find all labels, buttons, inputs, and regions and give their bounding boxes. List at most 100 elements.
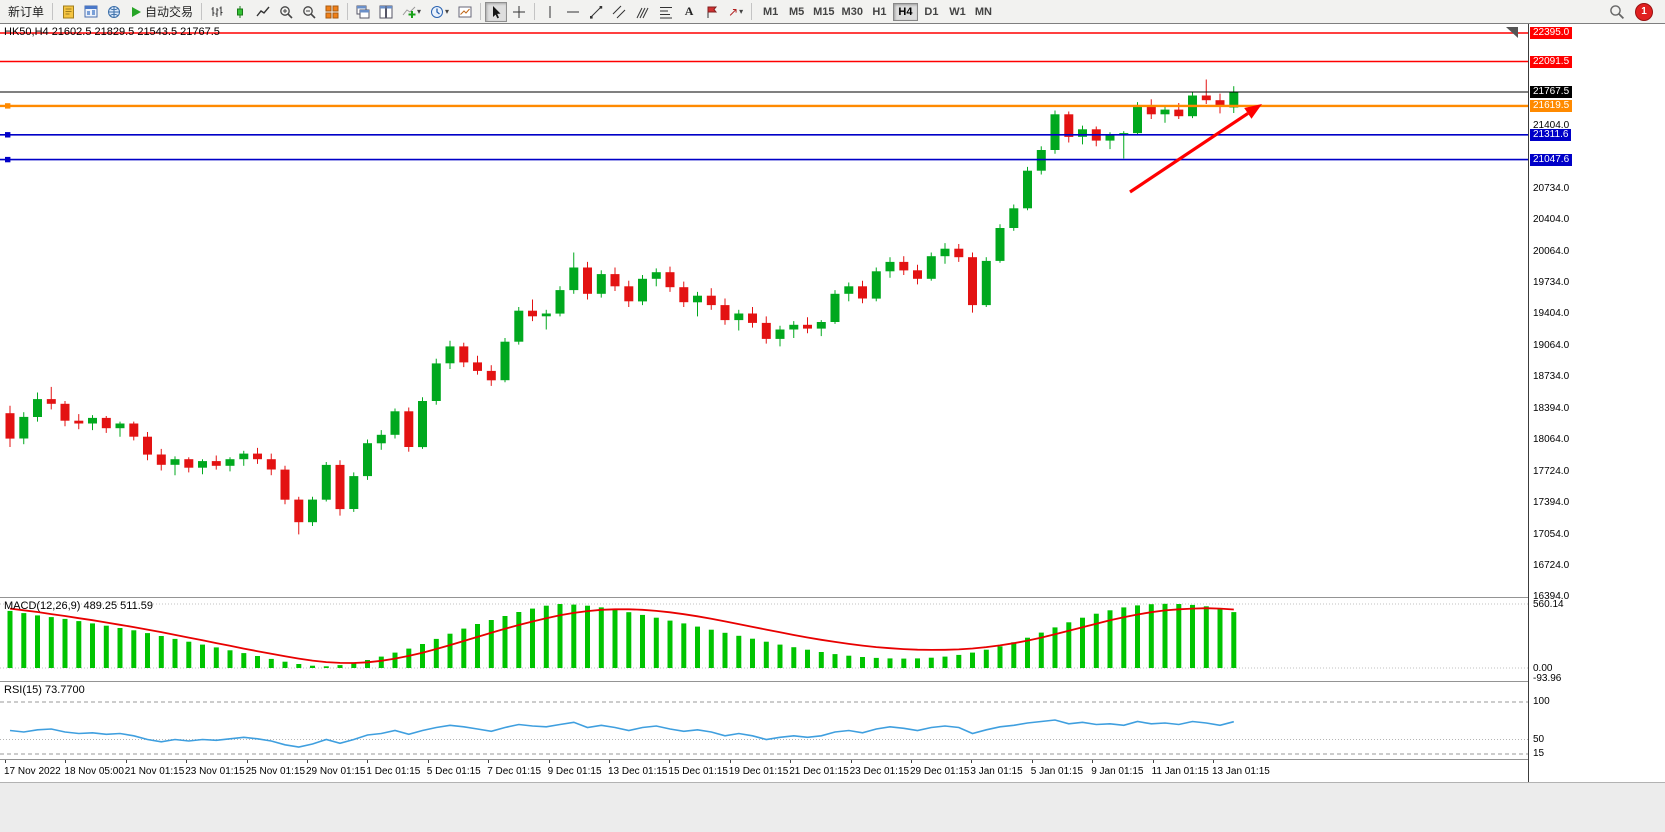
time-axis-tick	[911, 760, 912, 763]
time-axis-tick	[669, 760, 671, 763]
auto-trading-button[interactable]: 自动交易	[126, 2, 197, 22]
time-axis-label: 25 Nov 01:15	[245, 766, 306, 777]
timeframe-M30[interactable]: M30	[839, 3, 866, 21]
horizontal-line-icon	[566, 5, 580, 19]
channel-icon	[612, 5, 626, 19]
line-chart-button[interactable]	[252, 2, 274, 22]
rsi-panel[interactable]: RSI(15) 73.7700	[0, 682, 1528, 760]
timeframe-W1[interactable]: W1	[945, 3, 970, 21]
tile-vertical-button[interactable]	[375, 2, 397, 22]
terminal-button[interactable]	[80, 2, 102, 22]
bar-chart-icon	[210, 5, 224, 19]
time-axis-label: 21 Nov 01:15	[124, 766, 185, 777]
timeframe-M1[interactable]: M1	[758, 3, 783, 21]
text-icon: A	[684, 4, 694, 18]
price-level-badge: 21767.5	[1530, 86, 1573, 98]
bar-chart-button[interactable]	[206, 2, 228, 22]
zoom-out-button[interactable]	[298, 2, 320, 22]
vertical-line-button[interactable]	[539, 2, 561, 22]
time-axis-label: 5 Jan 01:15	[1030, 766, 1084, 777]
price-chart-panel[interactable]: HK50,H4 21602.5 21829.5 21543.5 21767.5	[0, 24, 1528, 598]
timeframe-H4[interactable]: H4	[892, 2, 918, 21]
trendline-button[interactable]	[585, 2, 607, 22]
macd-signal-line	[9, 607, 1234, 664]
notification-badge[interactable]: 1	[1635, 2, 1653, 21]
candlestick-chart-button[interactable]	[229, 2, 251, 22]
price-axis-label: 16724.0	[1533, 560, 1570, 571]
time-axis-tick	[548, 760, 550, 763]
text-button[interactable]: A	[678, 2, 700, 22]
time-axis[interactable]: 17 Nov 2022 18 Nov 05:00 21 Nov 01:15 23 No…	[0, 760, 1528, 782]
crosshair-button[interactable]	[508, 2, 530, 22]
toolbar-separator	[534, 3, 536, 20]
indicators-button[interactable]: ▾	[398, 2, 425, 22]
trendline-icon	[589, 5, 603, 19]
status-area	[0, 782, 1665, 832]
fibonacci-icon	[659, 5, 673, 19]
chevron-down-icon: ▾	[417, 7, 422, 16]
price-level-badge: 22395.0	[1530, 27, 1573, 39]
channel-button[interactable]	[608, 2, 630, 22]
arrows-button[interactable]: ↗ ▾	[724, 2, 747, 22]
text-label-button[interactable]	[701, 2, 723, 22]
cursor-icon	[489, 5, 503, 19]
line-handle[interactable]	[5, 156, 11, 163]
time-axis-label: 3 Jan 01:15	[970, 766, 1023, 777]
trend-arrow-head	[1244, 104, 1262, 119]
price-axis-label: 20734.0	[1533, 183, 1570, 195]
timeframe-H1[interactable]: H1	[867, 3, 892, 21]
chart-symbol-info: HK50,H4 21602.5 21829.5 21543.5 21767.5	[4, 26, 220, 38]
crosshair-icon	[512, 5, 526, 19]
time-axis-label: 23 Dec 01:15	[849, 766, 910, 777]
price-axis-label: 17724.0	[1533, 466, 1570, 477]
timeframe-M15[interactable]: M15	[810, 3, 837, 21]
chart-shift-marker-icon[interactable]	[1506, 27, 1518, 38]
time-axis-tick	[1213, 760, 1214, 763]
cascade-windows-button[interactable]	[352, 2, 374, 22]
timeframe-M5[interactable]: M5	[784, 3, 809, 21]
toolbar-separator	[52, 3, 54, 20]
rsi-line	[9, 719, 1235, 748]
macd-panel[interactable]: MACD(12,26,9) 489.25 511.59	[0, 598, 1528, 682]
timeframe-D1[interactable]: D1	[919, 3, 944, 21]
rsi-axis-label: 100	[1533, 696, 1550, 707]
toolbar-separator	[751, 3, 753, 20]
time-axis-tick	[488, 760, 490, 763]
time-axis-tick	[729, 760, 731, 763]
time-axis-label: 29 Dec 01:15	[910, 766, 970, 777]
time-axis-tick	[65, 760, 67, 763]
price-axis-label: 19734.0	[1533, 277, 1570, 289]
pitchfork-button[interactable]	[631, 2, 654, 22]
candlesticks	[5, 79, 1239, 535]
macd-axis-label: 560.14	[1533, 598, 1564, 610]
new-order-button[interactable]: 新订单	[4, 2, 48, 22]
templates-button[interactable]	[454, 2, 476, 22]
search-icon[interactable]	[1609, 4, 1625, 20]
horizontal-line-button[interactable]	[562, 2, 584, 22]
fibonacci-button[interactable]	[655, 2, 677, 22]
clock-icon	[430, 5, 444, 19]
metaeditor-button[interactable]	[57, 2, 79, 22]
time-axis-tick	[307, 760, 308, 763]
globe-icon	[107, 5, 121, 19]
community-button[interactable]	[103, 2, 125, 22]
time-axis-tick	[5, 760, 6, 763]
zoom-in-button[interactable]	[275, 2, 297, 22]
time-axis-label: 5 Dec 01:15	[426, 766, 481, 777]
line-handle[interactable]	[5, 103, 11, 109]
trend-arrow[interactable]	[1129, 112, 1249, 194]
metaeditor-icon	[62, 5, 75, 19]
price-axis[interactable]: 22395.0 22091.5 21767.5 21619.5 21404.0 21311…	[1528, 24, 1665, 782]
line-handle[interactable]	[5, 132, 11, 138]
price-axis-label: 21404.0	[1533, 120, 1570, 132]
toolbar-separator	[201, 3, 203, 20]
timeframe-MN[interactable]: MN	[971, 3, 996, 21]
time-axis-tick	[609, 760, 610, 763]
price-axis-label: 19064.0	[1533, 340, 1570, 352]
cursor-button[interactable]	[485, 1, 508, 22]
time-axis-tick	[367, 760, 369, 763]
tile-windows-button[interactable]	[321, 2, 343, 22]
periods-button[interactable]: ▾	[426, 2, 453, 22]
auto-trading-label: 自动交易	[145, 5, 194, 19]
template-chart-icon	[458, 5, 472, 19]
